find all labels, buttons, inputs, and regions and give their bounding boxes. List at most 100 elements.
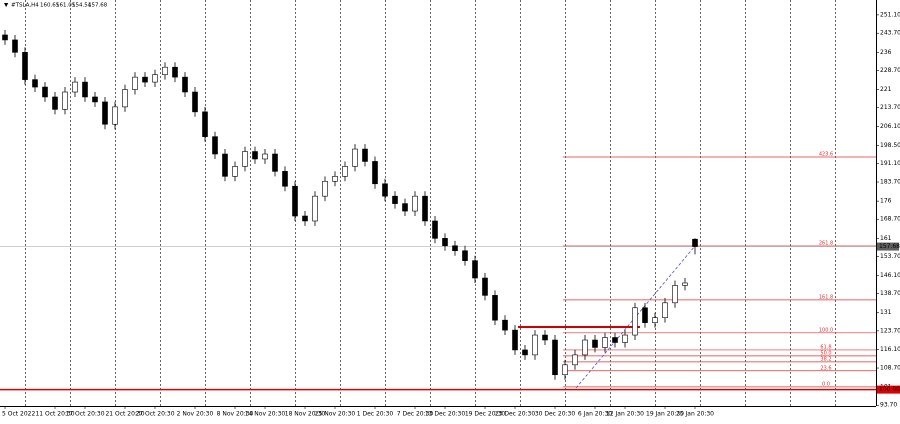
candle-body <box>242 151 248 167</box>
candle-body <box>412 195 418 212</box>
x-tick-label: 25 Nov 20:30 <box>315 411 356 418</box>
candle-body <box>12 39 18 53</box>
candle-body <box>652 317 658 323</box>
header-open: 160.65 <box>40 3 60 9</box>
candle-body <box>202 111 208 137</box>
y-tick-label: 123.70 <box>880 327 900 334</box>
candle-body <box>452 245 458 252</box>
candle-body <box>342 166 348 177</box>
y-tick-label: 213.70 <box>880 104 900 111</box>
y-tick-label: 198.50 <box>880 142 900 149</box>
x-tick-label: 23 Dec 20:30 <box>495 411 536 418</box>
fib-label: 261.8 <box>819 241 833 247</box>
x-tick-label: 2 Nov 20:30 <box>177 411 214 418</box>
support-box <box>877 385 900 394</box>
x-tick-label: 27 Oct 20:30 <box>135 411 174 418</box>
candle-body <box>332 176 338 182</box>
candle-body <box>382 183 388 197</box>
candle-body <box>472 260 478 279</box>
y-tick-label: 176 <box>880 198 892 205</box>
candle-body <box>352 148 358 167</box>
candle-body <box>482 277 488 296</box>
candle-body <box>682 282 688 286</box>
y-tick-label: 153.70 <box>880 253 900 260</box>
x-tick-label: 6 Jan 20:30 <box>578 411 612 418</box>
fib-label: 23.6 <box>820 365 831 371</box>
candle-body <box>432 220 438 239</box>
candle-body <box>592 339 598 348</box>
candle-body <box>692 238 698 247</box>
candle-body <box>622 334 628 343</box>
candle-body <box>662 302 668 318</box>
candle-body <box>462 250 468 261</box>
candle-body <box>392 195 398 204</box>
candle-body <box>22 52 28 80</box>
x-tick-label: 18 Nov 20:30 <box>285 411 326 418</box>
candle-body <box>522 349 528 356</box>
y-tick-label: 161 <box>880 235 892 242</box>
candle-body <box>112 106 118 125</box>
x-tick-label: 13 Dec 20:30 <box>425 411 466 418</box>
candle-body <box>542 334 548 341</box>
fib-label: 161.8 <box>819 294 833 300</box>
x-tick-label: 1 Dec 20:30 <box>357 411 394 418</box>
candle-body <box>122 89 128 108</box>
x-tick-label: 19 Jan 20:30 <box>646 411 684 418</box>
y-tick-label: 243.70 <box>880 30 900 37</box>
candle-body <box>62 91 68 110</box>
fib-label: 61.8 <box>820 344 831 350</box>
candle-body <box>632 307 638 336</box>
y-tick-label: 228.70 <box>880 67 900 74</box>
candle-body <box>212 136 218 155</box>
candle-body <box>162 66 168 75</box>
candle-body <box>232 166 238 177</box>
candle-body <box>312 195 318 222</box>
candle-body <box>42 86 48 98</box>
fib-label: 38.2 <box>820 356 831 362</box>
y-tick-label: 183.70 <box>880 179 900 186</box>
x-tick-label: 5 Oct 2022 <box>2 411 35 418</box>
x-tick-label: 17 Oct 20:30 <box>65 411 104 418</box>
candle-body <box>282 171 288 187</box>
candle-body <box>502 319 508 331</box>
y-tick-label: 116.10 <box>880 346 900 353</box>
candle-body <box>612 337 618 343</box>
y-tick-label: 251.10 <box>880 11 900 18</box>
candle-body <box>512 329 518 351</box>
x-tick-label: 25 Jan 20:30 <box>676 411 714 418</box>
candle-body <box>172 66 178 78</box>
x-tick-label: 14 Nov 20:30 <box>245 411 286 418</box>
header-low: 154.54 <box>72 3 92 9</box>
candle-body <box>252 151 258 160</box>
candle-body <box>222 153 228 177</box>
candle-body <box>82 81 88 98</box>
fib-label: 423.6 <box>819 151 833 157</box>
candle-body <box>32 79 38 88</box>
y-tick-label: 221 <box>880 86 892 93</box>
y-tick-label: 191.10 <box>880 160 900 167</box>
symbol: #TSLA,H4 <box>11 3 39 9</box>
candle-body <box>422 195 428 222</box>
candle-body <box>142 76 148 83</box>
candle-body <box>372 161 378 185</box>
candle-body <box>552 339 558 376</box>
x-tick-label: 11 Oct 20:30 <box>35 411 74 418</box>
candle-body <box>132 76 138 90</box>
candle-body <box>362 148 368 162</box>
candle-body <box>2 34 8 41</box>
x-tick-label: 12 Jan 20:30 <box>606 411 644 418</box>
candle-body <box>492 295 498 321</box>
y-tick-label: 108.70 <box>880 365 900 372</box>
candle-body <box>152 74 158 83</box>
candle-body <box>102 101 108 125</box>
candle-body <box>272 153 278 172</box>
header-close: 157.68 <box>88 3 108 9</box>
header-high: 161.05 <box>56 3 76 9</box>
current-price-label: 157.68 <box>879 243 900 250</box>
candle-body <box>442 238 448 247</box>
candle-body <box>402 203 408 212</box>
y-tick-label: 138.70 <box>880 290 900 297</box>
x-tick-label: 30 Dec 20:30 <box>535 411 576 418</box>
